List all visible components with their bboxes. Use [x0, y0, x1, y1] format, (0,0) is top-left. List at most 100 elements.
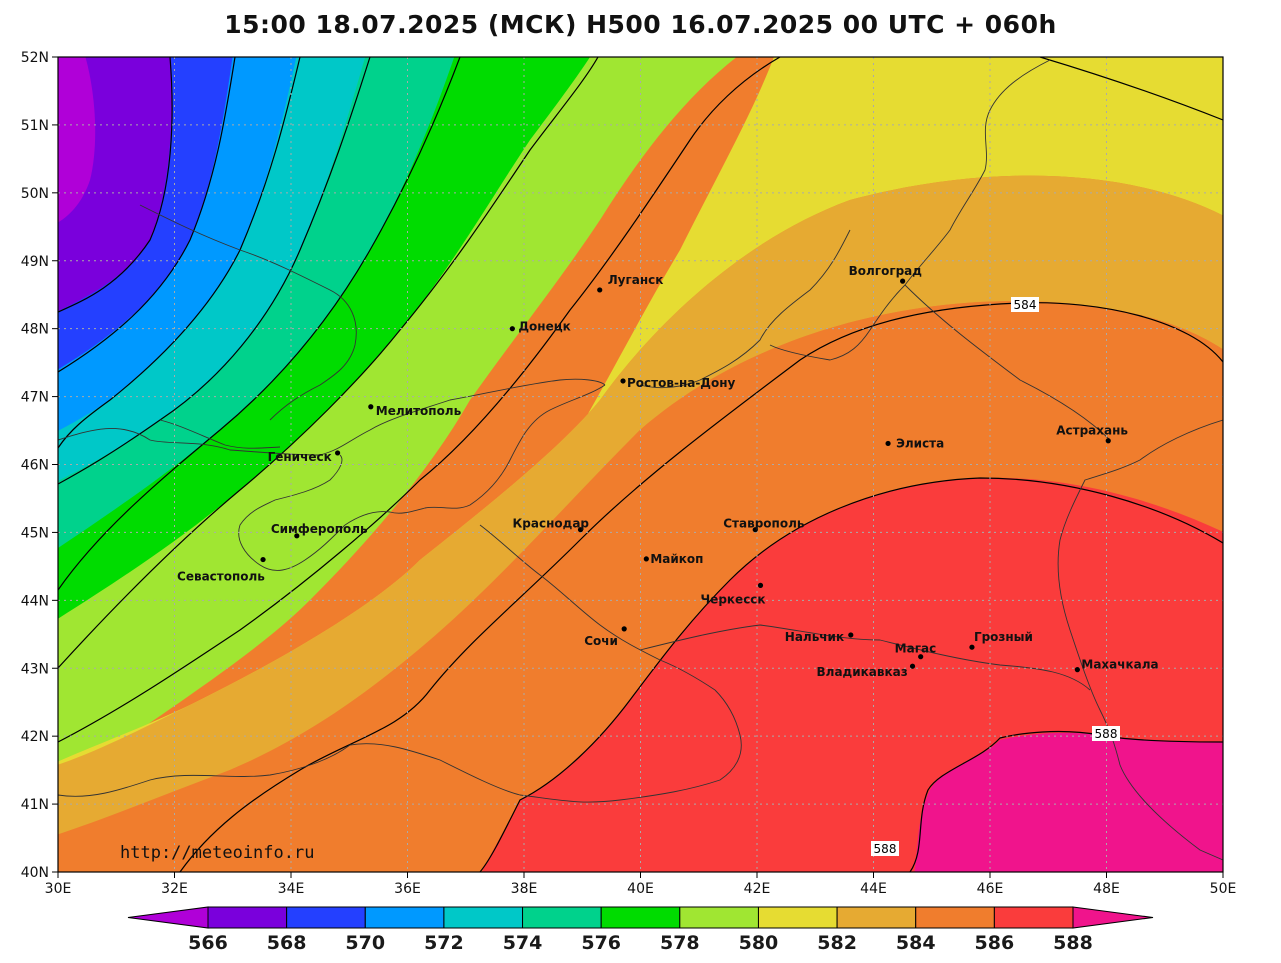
- city-label: Геническ: [268, 450, 332, 464]
- city-label: Мелитополь: [376, 404, 462, 418]
- city-2: Донецк: [509, 320, 571, 334]
- city-label: Грозный: [974, 630, 1033, 644]
- city-0: Волгоград: [849, 264, 922, 284]
- lat-label: 47N: [21, 390, 49, 406]
- lon-label: 44E: [860, 881, 887, 897]
- city-dot: [752, 527, 758, 533]
- city-dot: [643, 556, 649, 562]
- colorbar-level-label: 566: [188, 932, 228, 954]
- band-566: [58, 57, 96, 223]
- city-10: Краснодар: [513, 517, 590, 533]
- contour-label-588-east: 588: [1095, 727, 1118, 741]
- city-dot: [620, 378, 626, 384]
- city-dot: [577, 527, 584, 533]
- colorbar-level-label: 576: [581, 932, 621, 954]
- colorbar-level-label: 568: [267, 932, 307, 954]
- colorbar-swatch: [915, 906, 995, 929]
- colorbar-level-label: 578: [660, 932, 700, 954]
- lat-label: 44N: [21, 593, 49, 609]
- city-dot: [1105, 438, 1111, 444]
- city-dot: [294, 533, 300, 539]
- city-1: Луганск: [597, 273, 663, 293]
- colorbar: 566 568 570 572 574 576 578 580 582 584 586 588: [127, 906, 1154, 954]
- coastlines-borders: [58, 59, 1223, 861]
- city-label: Краснодар: [513, 517, 590, 531]
- city-dot: [260, 556, 266, 563]
- city-dot: [509, 326, 515, 332]
- city-label: Майкоп: [650, 552, 703, 566]
- lat-label: 48N: [21, 322, 49, 338]
- lon-label: 50E: [1210, 881, 1237, 897]
- city-3: Ростов-на-Дону: [620, 376, 736, 390]
- colorbar-swatch: [600, 906, 681, 929]
- city-label: Астрахань: [1056, 424, 1128, 438]
- lon-label: 32E: [161, 881, 188, 897]
- city-14: Сочи: [584, 626, 627, 648]
- city-11: Ставрополь: [723, 517, 805, 533]
- city-7: Астрахань: [1056, 424, 1128, 444]
- city-16: Магас: [895, 642, 937, 660]
- city-label: Владикавказ: [817, 665, 908, 679]
- colorbar-min-arrow: [127, 906, 209, 929]
- lat-label: 51N: [21, 118, 49, 134]
- lat-label: 52N: [21, 50, 49, 66]
- city-19: Махачкала: [1074, 658, 1159, 673]
- colorbar-max-arrow: [1072, 906, 1154, 929]
- lon-label: 40E: [627, 881, 654, 897]
- lat-label: 41N: [21, 797, 49, 813]
- city-8: Симферополь: [271, 522, 368, 539]
- city-label: Элиста: [896, 436, 944, 450]
- city-12: Майкоп: [643, 552, 703, 566]
- city-label: Ставрополь: [723, 517, 805, 531]
- city-dot: [909, 663, 916, 669]
- city-label: Нальчик: [785, 630, 844, 644]
- lon-label: 38E: [511, 881, 538, 897]
- axis-ticks: [52, 56, 1224, 878]
- colorbar-swatch: [836, 906, 917, 929]
- city-dot: [885, 440, 891, 447]
- contour-label-588-south: 588: [874, 842, 897, 856]
- lon-label: 48E: [1093, 881, 1120, 897]
- city-label: Севастополь: [177, 570, 265, 584]
- city-dot: [848, 632, 854, 638]
- lat-label: 42N: [21, 729, 49, 745]
- colorbar-level-label: 580: [739, 932, 779, 954]
- lon-label: 30E: [45, 881, 72, 897]
- colorbar-level-label: 584: [896, 932, 936, 954]
- band-590: [914, 732, 1223, 872]
- contour-label-584: 584: [1014, 298, 1037, 312]
- lat-label: 40N: [21, 865, 49, 881]
- colorbar-level-label: 586: [975, 932, 1015, 954]
- colorbar-swatch: [757, 906, 838, 929]
- city-dot: [368, 404, 374, 410]
- city-dot: [335, 450, 341, 456]
- colorbar-level-label: 588: [1053, 932, 1093, 954]
- city-label: Махачкала: [1081, 658, 1158, 672]
- city-label: Черкесск: [700, 592, 765, 606]
- lon-label: 36E: [394, 881, 421, 897]
- longitude-labels: 30E 32E 34E 36E 38E 40E 42E 44E 46E 48E 50E: [45, 881, 1237, 897]
- city-6: Элиста: [885, 436, 944, 450]
- lat-label: 45N: [21, 525, 49, 541]
- contour-value-labels: 584 588 588: [871, 297, 1120, 856]
- band-584: [58, 175, 1223, 835]
- lat-label: 46N: [21, 458, 49, 474]
- city-dot: [969, 644, 975, 650]
- colorbar-swatch: [993, 906, 1074, 929]
- lat-label: 49N: [21, 254, 49, 270]
- lat-label: 50N: [21, 186, 49, 202]
- colorbar-swatch: [443, 906, 524, 929]
- city-markers: Волгоград Луганск Донецк Ростов-на-Дону Мели…: [177, 264, 1159, 679]
- city-17: Грозный: [969, 630, 1033, 650]
- city-dot: [900, 278, 906, 284]
- city-label: Симферополь: [271, 522, 368, 536]
- city-dot: [757, 582, 764, 588]
- city-dot: [597, 287, 603, 293]
- city-label: Магас: [895, 642, 937, 656]
- city-dot: [1074, 667, 1080, 673]
- city-label: Сочи: [584, 634, 618, 648]
- lon-label: 42E: [744, 881, 771, 897]
- city-dot: [621, 626, 627, 632]
- colorbar-level-label: 582: [817, 932, 857, 954]
